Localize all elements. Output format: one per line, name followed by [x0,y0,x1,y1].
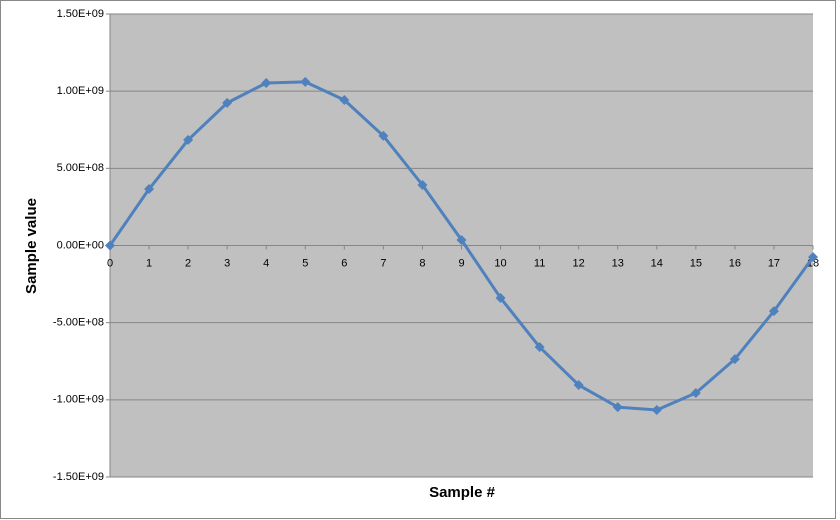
data-point [378,130,389,141]
data-point [768,306,779,317]
x-tick-label: 17 [768,257,780,269]
y-tick-label: -1.50E+09 [53,471,104,483]
y-tick-label: 5.00E+08 [57,162,104,174]
x-tick-label: 6 [341,257,347,269]
y-tick-label: 1.50E+09 [57,8,104,20]
data-point [612,402,623,413]
y-tick-label: -1.00E+09 [53,394,104,406]
x-tick-label: 9 [458,257,464,269]
x-tick-label: 10 [494,257,506,269]
data-point [144,184,155,195]
data-point [105,240,115,251]
data-point [261,77,272,88]
x-tick-label: 16 [729,257,741,269]
y-tick-label: 0.00E+00 [57,239,104,251]
data-point [534,342,545,353]
data-point [417,180,428,191]
x-tick-label: 3 [224,257,230,269]
data-point [729,354,740,365]
data-point [456,234,467,245]
x-tick-label: 7 [380,257,386,269]
x-tick-label: 4 [263,257,269,269]
x-tick-label: 1 [146,257,152,269]
data-point [300,76,311,87]
data-point [573,380,584,391]
x-axis-title: Sample # [429,484,496,501]
y-tick-label: 1.00E+09 [57,85,104,97]
data-point [690,388,701,399]
data-point [183,134,194,145]
x-tick-label: 11 [534,257,545,269]
x-tick-label: 12 [573,257,585,269]
data-point [808,252,818,263]
data-point [495,292,506,303]
x-tick-label: 15 [690,257,702,269]
x-tick-label: 13 [612,257,624,269]
y-tick-label: -5.00E+08 [53,317,104,329]
x-tick-label: 14 [651,257,663,269]
data-point [222,97,233,108]
x-tick-label: 0 [107,257,113,269]
data-point [651,405,662,416]
x-tick-label: 5 [302,257,308,269]
data-point [339,94,350,105]
x-tick-label: 8 [419,257,425,269]
x-tick-label: 2 [185,257,191,269]
y-axis-title: Sample value [23,198,40,294]
